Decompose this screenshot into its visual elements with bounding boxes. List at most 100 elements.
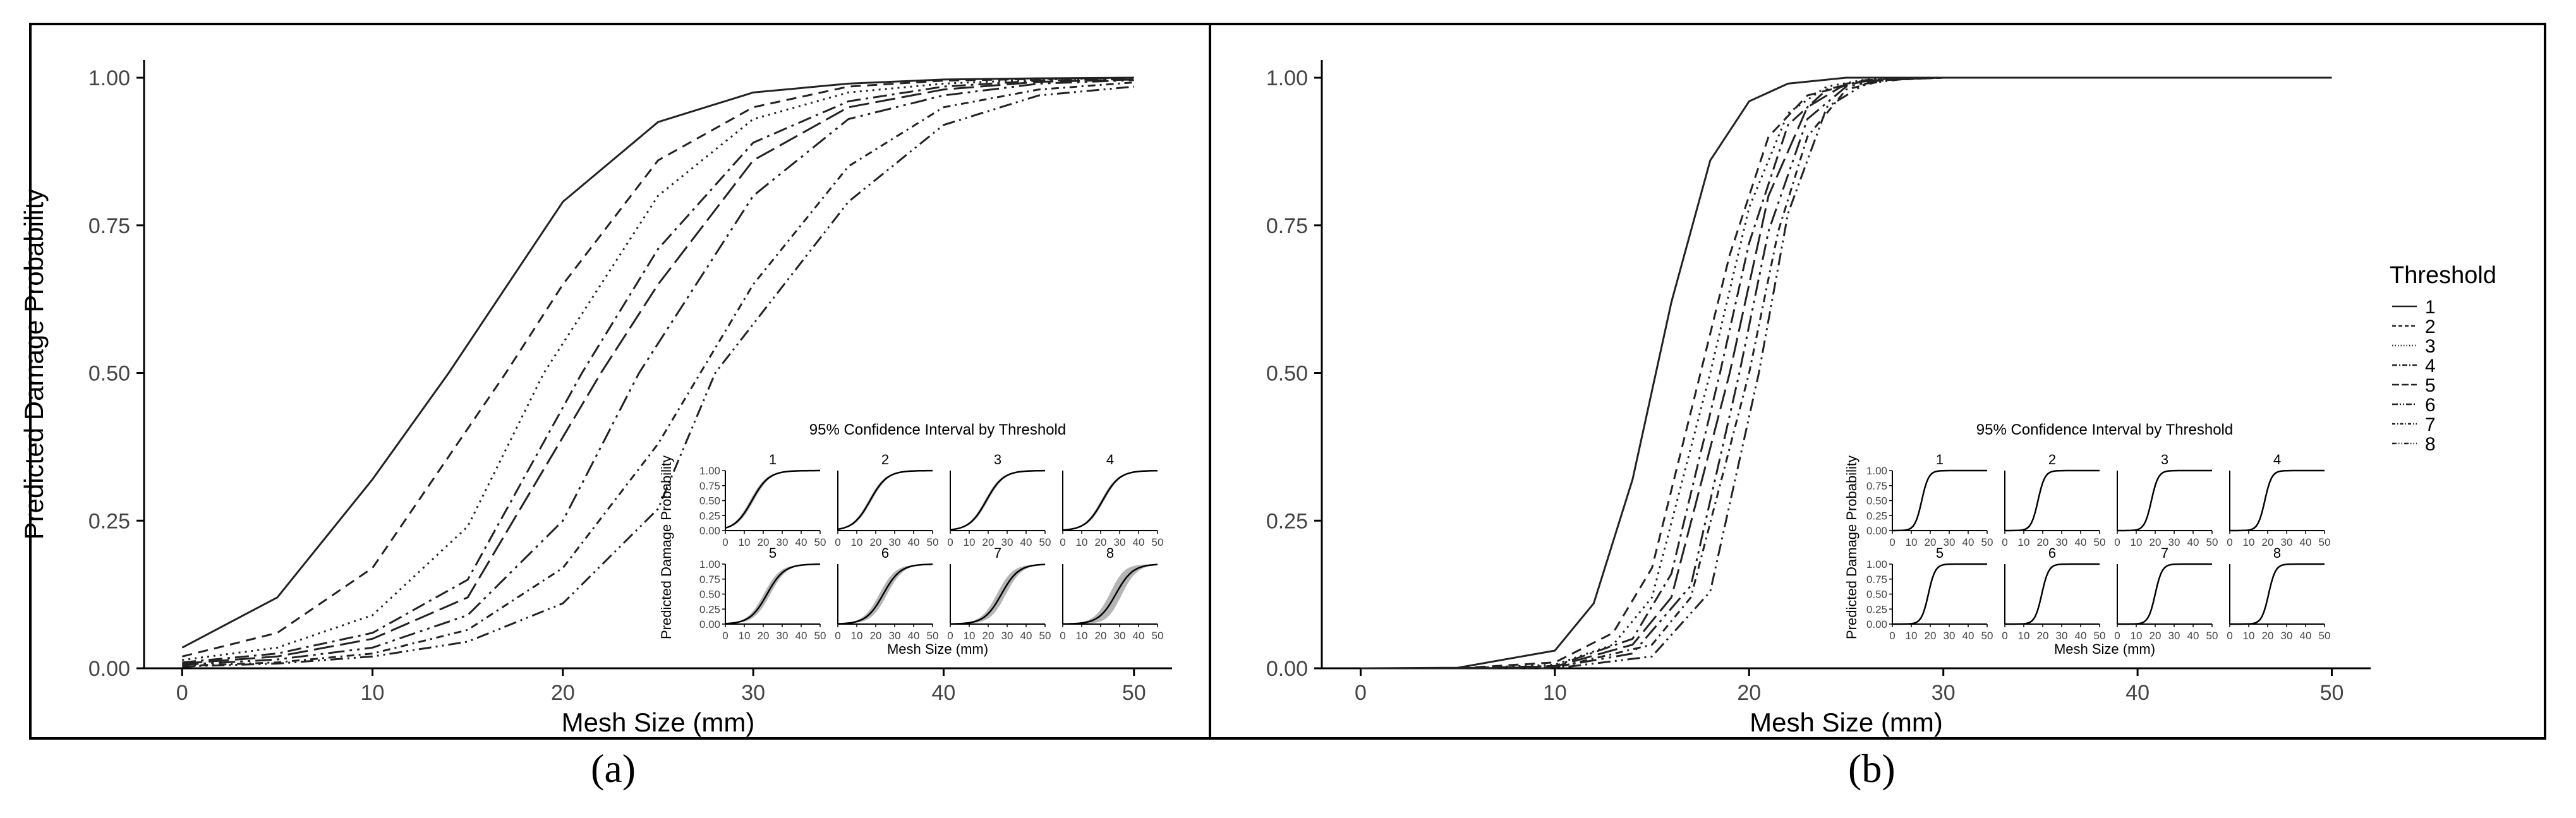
- y-axis-title: Predicted Damage Probability: [19, 189, 49, 540]
- inset-x-tick-label: 30: [1001, 630, 1013, 642]
- inset-x-tick-label: 0: [722, 536, 728, 548]
- y-tick-label: 0.75: [88, 214, 130, 238]
- inset-panel-7: 7 0 10 20 30 40 50: [947, 545, 1051, 642]
- y-tick-label: 0.50: [88, 362, 130, 386]
- inset-curve: [725, 469, 820, 529]
- y-tick-label: 0.00: [88, 657, 130, 681]
- inset-x-tick-label: 0: [947, 536, 953, 548]
- series-line-threshold-5: [182, 78, 1134, 665]
- inset-curve: [1062, 469, 1158, 531]
- inset-x-tick-label: 50: [2094, 630, 2106, 642]
- inset-title: 95% Confidence Interval by Threshold: [809, 421, 1066, 438]
- inset-x-tick-label: 30: [2168, 536, 2180, 548]
- inset-curve: [2117, 469, 2212, 532]
- inset-x-tick-label: 10: [739, 536, 751, 548]
- x-tick-label: 20: [551, 681, 575, 705]
- inset-x-tick-label: 0: [1889, 536, 1895, 548]
- legend-label-5: 5: [2425, 375, 2436, 396]
- inset-y-tick-label: 0.00: [699, 618, 720, 630]
- inset-x-tick-label: 20: [983, 630, 995, 642]
- inset-ci-band: [1063, 564, 1158, 624]
- inset-panel-1: 10 10 20 30 40 500.000.250.500.751.00: [699, 452, 826, 548]
- inset-x-tick-label: 50: [2206, 630, 2218, 642]
- inset-panel-6: 6 0 10 20 30 40 50: [835, 545, 938, 642]
- legend-label-6: 6: [2425, 395, 2436, 416]
- inset-x-tick-label: 0: [2114, 630, 2120, 642]
- inset-ci-band: [2230, 471, 2325, 531]
- inset-y-tick-label: 0.25: [1866, 603, 1887, 615]
- inset-x-tick-label: 50: [1981, 630, 1993, 642]
- inset-y-tick-label: 0.50: [1866, 495, 1887, 507]
- inset-x-tick-label: 10: [851, 630, 863, 642]
- inset-panel-label: 1: [769, 452, 777, 467]
- inset-x-tick-label: 50: [814, 630, 826, 642]
- inset-x-tick-label: 50: [1039, 536, 1051, 548]
- inset-y-axis-title: Predicted Damage Probability: [1844, 455, 1859, 639]
- inset-panel-label: 5: [769, 545, 777, 561]
- legend-label-8: 8: [2425, 434, 2436, 455]
- inset-y-tick-label: 0.75: [1866, 574, 1887, 586]
- x-tick-label: 10: [1543, 681, 1567, 705]
- inset-y-tick-label: 0.25: [699, 603, 720, 615]
- inset-curve: [837, 563, 933, 625]
- x-tick-label: 30: [741, 681, 765, 705]
- inset-panel-label: 4: [1106, 452, 1114, 467]
- inset-x-axis-title: Mesh Size (mm): [2054, 641, 2155, 657]
- inset-panel-label: 3: [2161, 452, 2168, 467]
- inset-x-tick-label: 40: [1020, 630, 1032, 642]
- y-tick-label: 0.00: [1266, 657, 1308, 681]
- inset-x-tick-label: 0: [1889, 630, 1895, 642]
- legend-label-7: 7: [2425, 414, 2436, 435]
- figure-frame: [29, 23, 2546, 740]
- inset-x-tick-label: 20: [1925, 630, 1937, 642]
- inset-x-tick-label: 40: [2075, 630, 2087, 642]
- inset-panel-label: 6: [2048, 545, 2056, 561]
- inset-x-tick-label: 10: [2018, 536, 2030, 548]
- inset-x-tick-label: 50: [2094, 536, 2106, 548]
- inset-panel-label: 7: [2161, 545, 2168, 561]
- inset-curve: [1892, 469, 1987, 532]
- inset-x-tick-label: 30: [2168, 630, 2180, 642]
- x-tick-label: 50: [1122, 681, 1146, 705]
- inset-y-tick-label: 1.00: [1866, 465, 1887, 477]
- inset-x-tick-label: 50: [1981, 536, 1993, 548]
- inset-x-tick-label: 0: [1060, 536, 1065, 548]
- inset-x-tick-label: 10: [851, 536, 863, 548]
- inset-y-tick-label: 1.00: [699, 558, 720, 570]
- series-line-threshold-3: [1360, 76, 2332, 670]
- inset-panel-6: 6 0 10 20 30 40 50: [2002, 545, 2105, 642]
- x-tick-label: 0: [176, 681, 188, 705]
- panel-label-a: (a): [591, 746, 636, 791]
- x-tick-label: 10: [361, 681, 385, 705]
- legend-label-4: 4: [2425, 356, 2436, 376]
- inset-x-axis-title: Mesh Size (mm): [887, 641, 988, 657]
- inset-x-tick-label: 30: [777, 630, 789, 642]
- inset-x-tick-label: 20: [870, 536, 882, 548]
- inset-x-tick-label: 40: [2187, 630, 2199, 642]
- inset-x-tick-label: 40: [2187, 536, 2199, 548]
- inset-x-tick-label: 10: [739, 630, 751, 642]
- series-line-threshold-8: [182, 85, 1134, 668]
- inset-x-tick-label: 30: [1944, 536, 1956, 548]
- inset-ci-band: [2005, 471, 2100, 531]
- inset-x-tick-label: 50: [1152, 630, 1164, 642]
- inset-x-tick-label: 40: [795, 536, 807, 548]
- inset-ci-band: [1063, 471, 1158, 531]
- inset-panel-1: 10 10 20 30 40 500.000.250.500.751.00: [1866, 452, 1993, 548]
- inset-panel-label: 1: [1936, 452, 1944, 467]
- inset-x-tick-label: 20: [2037, 630, 2049, 642]
- y-tick-label: 0.25: [1266, 509, 1308, 533]
- inset-y-tick-label: 0.00: [1866, 618, 1887, 630]
- inset-x-tick-label: 30: [777, 536, 789, 548]
- inset-y-tick-label: 0.75: [1866, 480, 1887, 492]
- inset-curve: [950, 563, 1046, 625]
- inset-panel-label: 2: [2048, 452, 2056, 467]
- inset-x-tick-label: 20: [2150, 536, 2162, 548]
- inset-ci-band: [950, 564, 1045, 624]
- inset-y-tick-label: 1.00: [699, 465, 720, 477]
- inset-x-tick-label: 40: [1133, 536, 1145, 548]
- inset-x-tick-label: 10: [2018, 630, 2030, 642]
- inset-x-tick-label: 20: [758, 630, 770, 642]
